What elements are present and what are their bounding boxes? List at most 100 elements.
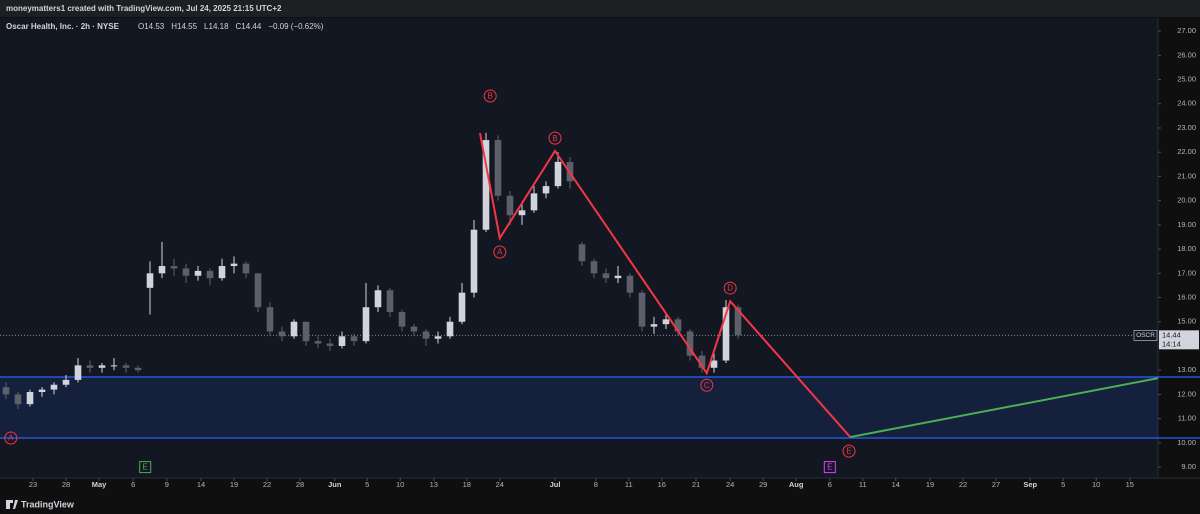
x-tick-label: 10 xyxy=(1092,480,1100,489)
wave-label: B xyxy=(488,92,493,101)
candle-body xyxy=(578,244,586,262)
x-tick-label: Aug xyxy=(789,480,804,489)
ohlc-legend: H14.55 xyxy=(171,22,197,31)
y-tick-label: 25.00 xyxy=(1177,75,1196,84)
candle-body xyxy=(710,360,718,368)
x-tick-label: 22 xyxy=(263,480,271,489)
x-tick-label: 11 xyxy=(625,480,633,489)
top-bar xyxy=(0,0,1200,17)
y-tick-label: 10.00 xyxy=(1177,438,1196,447)
candle-body xyxy=(62,379,70,385)
candle-body xyxy=(254,273,262,308)
x-tick-label: 28 xyxy=(296,480,304,489)
x-tick-label: 8 xyxy=(594,480,598,489)
candle-body xyxy=(158,266,166,274)
price-zone xyxy=(0,376,1158,439)
candle-body xyxy=(314,341,322,344)
candle-body xyxy=(242,263,250,274)
wave-line xyxy=(479,132,851,438)
y-tick-label: 22.00 xyxy=(1177,147,1196,156)
symbol-tag-box xyxy=(1133,330,1158,341)
y-tick-label: 9.00 xyxy=(1181,462,1196,471)
y-tick-label: 11.00 xyxy=(1178,414,1196,423)
candle-body xyxy=(86,365,94,368)
wave-label: C xyxy=(704,381,710,390)
y-tick-label: 24.00 xyxy=(1177,99,1196,108)
candle-body xyxy=(434,336,442,339)
wave-label-marker xyxy=(139,461,152,474)
wave-label: E xyxy=(846,447,851,456)
ohlc-legend: C14.44 xyxy=(236,22,262,31)
x-tick-label: 10 xyxy=(396,480,404,489)
candle-body xyxy=(374,290,382,308)
x-tick-label: 5 xyxy=(1061,480,1065,489)
brand: TradingView xyxy=(21,499,75,509)
wave-line xyxy=(850,377,1159,439)
x-tick-label: 6 xyxy=(131,480,135,489)
candle-body xyxy=(266,307,274,332)
y-tick-label: 23.00 xyxy=(1177,123,1196,132)
wave-label-marker xyxy=(483,89,497,103)
x-tick-label: Jul xyxy=(550,480,561,489)
x-tick-label: 22 xyxy=(959,480,967,489)
symbol-tag: OSCR xyxy=(1136,332,1155,339)
candle-body xyxy=(122,365,130,368)
x-tick-label: 24 xyxy=(726,480,734,489)
candle-body xyxy=(650,324,658,327)
x-tick-label: 29 xyxy=(759,480,767,489)
wave-label-marker xyxy=(700,378,714,392)
ohlc-legend: −0.09 (−0.62%) xyxy=(268,22,323,31)
y-tick-label: 17.00 xyxy=(1177,268,1196,277)
candle-body xyxy=(230,263,238,267)
wave-label-marker xyxy=(4,431,18,445)
candle-body xyxy=(482,140,490,230)
candle-body xyxy=(278,331,286,337)
candle-body xyxy=(494,140,502,196)
x-tick-label: 6 xyxy=(828,480,832,489)
candle-body xyxy=(470,229,478,293)
candle-body xyxy=(602,273,610,279)
y-tick-label: 15.00 xyxy=(1177,317,1196,326)
wave-label-marker xyxy=(723,281,737,295)
y-tick-label: 21.00 xyxy=(1177,171,1196,180)
y-tick-label: 26.00 xyxy=(1177,50,1196,59)
candle-body xyxy=(422,331,430,339)
candle-body xyxy=(518,210,526,216)
x-tick-label: 5 xyxy=(365,480,369,489)
x-tick-label: 24 xyxy=(496,480,504,489)
wave-label-marker xyxy=(842,444,856,458)
wave-label: A xyxy=(497,248,503,257)
candle-body xyxy=(506,195,514,216)
candle-body xyxy=(398,312,406,327)
candle-body xyxy=(170,266,178,269)
wave-label: B xyxy=(552,134,557,143)
x-tick-label: 16 xyxy=(658,480,666,489)
last-price-box xyxy=(1159,330,1199,350)
x-tick-label: 28 xyxy=(62,480,70,489)
candle-body xyxy=(458,292,466,322)
y-tick-label: 16.00 xyxy=(1177,293,1196,302)
y-tick-label: 18.00 xyxy=(1177,244,1196,253)
footer xyxy=(0,494,1200,514)
candle-body xyxy=(206,270,214,279)
caption: moneymatters1 created with TradingView.c… xyxy=(6,4,282,13)
y-tick-label: 13.00 xyxy=(1177,365,1196,374)
wave-label: E xyxy=(827,463,832,472)
chart-title: Oscar Health, Inc. · 2h · NYSE xyxy=(6,22,120,31)
x-tick-label: 27 xyxy=(992,480,1000,489)
last-price-label: 14.44 xyxy=(1162,330,1181,339)
candle-body xyxy=(182,268,190,276)
wave-label-marker xyxy=(823,461,836,474)
x-tick-label: 11 xyxy=(859,480,867,489)
candle-body xyxy=(26,392,34,405)
candle-body xyxy=(542,186,550,194)
candle-body xyxy=(410,326,418,332)
x-tick-label: 19 xyxy=(230,480,238,489)
y-tick-label: 27.00 xyxy=(1177,26,1196,35)
candle-body xyxy=(134,367,142,371)
candle-body xyxy=(662,319,670,325)
ohlc-legend: L14.18 xyxy=(204,22,229,31)
x-tick-label: 21 xyxy=(692,480,700,489)
candle-body xyxy=(38,389,46,393)
